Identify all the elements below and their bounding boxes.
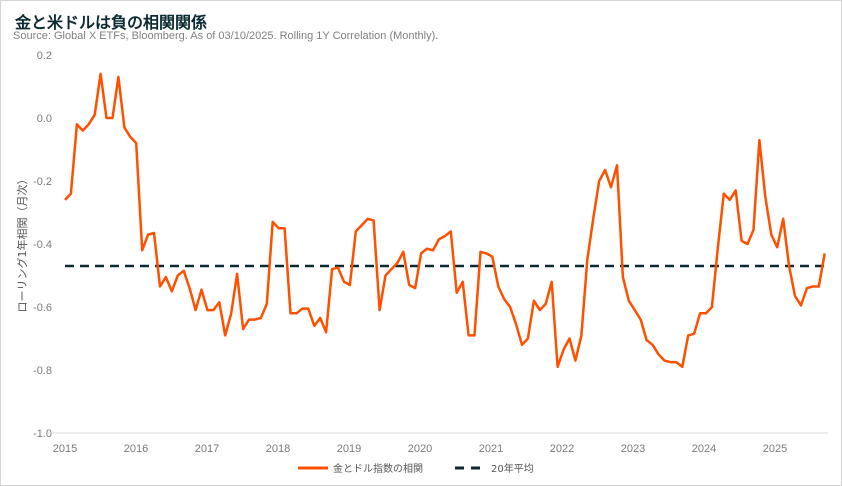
y-tick-label: -0.6: [33, 302, 52, 314]
y-tick-label: 0.0: [37, 113, 52, 125]
x-tick-label: 2019: [337, 443, 361, 455]
y-tick-label: -1.0: [33, 428, 52, 440]
chart-subtitle: Source: Global X ETFs, Bloomberg. As of …: [13, 30, 439, 42]
x-tick-label: 2018: [266, 443, 290, 455]
correlation-line: [64, 72, 826, 369]
x-tick-label: 2025: [763, 443, 787, 455]
x-tick-label: 2020: [408, 443, 432, 455]
x-tick-label: 2022: [550, 443, 574, 455]
x-tick-label: 2015: [53, 443, 77, 455]
y-axis-label: ローリング1年相関（月次）: [15, 174, 29, 313]
y-tick-label: -0.4: [33, 239, 52, 251]
y-tick-label: 0.2: [37, 50, 52, 62]
legend: 金とドル指数の相関 20年平均: [298, 462, 534, 475]
legend-label-average: 20年平均: [491, 462, 534, 475]
x-tick-label: 2017: [195, 443, 219, 455]
x-tick-label: 2021: [479, 443, 503, 455]
x-tick-label: 2016: [124, 443, 148, 455]
chart-title: 金と米ドルは負の相関関係: [15, 13, 208, 32]
y-tick-label: -0.8: [33, 365, 52, 377]
y-tick-label: -0.2: [33, 176, 52, 188]
x-tick-label: 2024: [692, 443, 716, 455]
x-tick-label: 2023: [621, 443, 645, 455]
legend-label-correlation: 金とドル指数の相関: [333, 462, 423, 475]
